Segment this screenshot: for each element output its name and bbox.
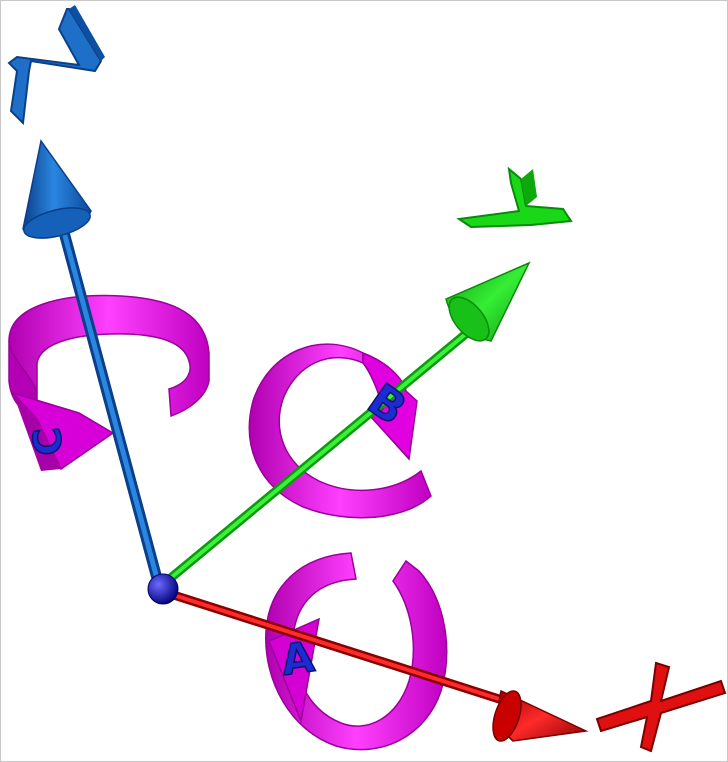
y-arrow-head [445, 261, 531, 342]
x-arrow-head [492, 689, 589, 742]
z-arrow-head [22, 139, 92, 239]
z-axis [55, 215, 165, 592]
x-axis-label [595, 661, 727, 753]
x-axis [156, 586, 526, 711]
rotation-a-arrow [265, 552, 448, 751]
rotation-c-arrow [8, 294, 210, 471]
y-axis [156, 318, 484, 591]
rotation-c-label: C [25, 426, 71, 458]
origin-point [147, 573, 179, 605]
z-axis-label [7, 5, 105, 126]
y-axis-label [456, 166, 573, 229]
x-axis-label-text: X [661, 720, 662, 722]
